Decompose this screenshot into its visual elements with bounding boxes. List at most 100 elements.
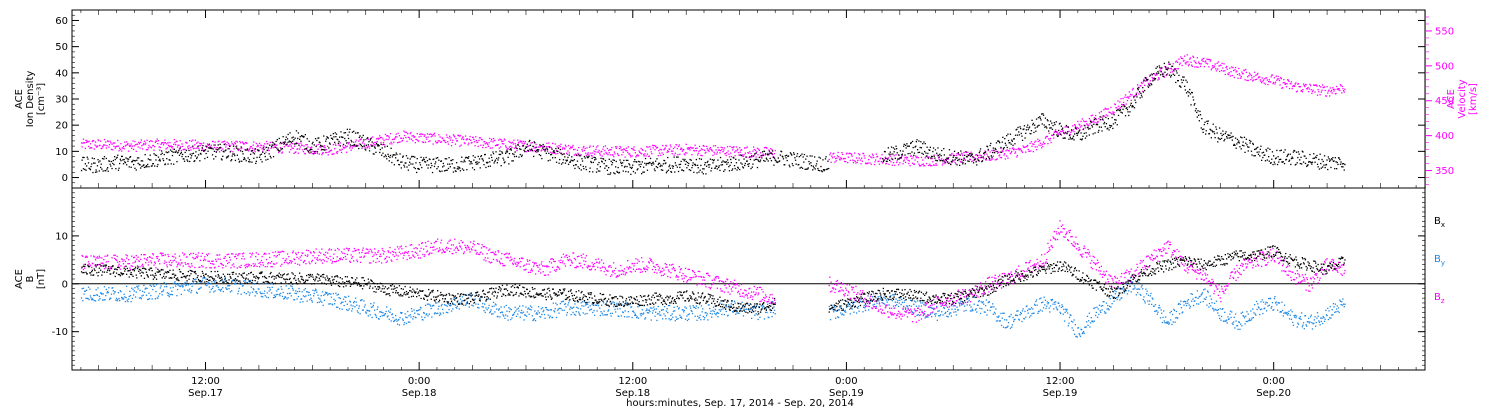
density-point (1015, 135, 1016, 136)
by-point (607, 314, 608, 315)
density-point (918, 152, 919, 153)
velocity-point (687, 148, 688, 149)
velocity-point (196, 143, 197, 144)
density-point (1240, 136, 1241, 137)
velocity-point (138, 142, 139, 143)
velocity-point (1304, 86, 1305, 87)
velocity-point (1227, 69, 1228, 70)
velocity-point (221, 142, 222, 143)
density-point (736, 162, 737, 163)
by-point (446, 312, 447, 313)
velocity-point (149, 141, 150, 142)
velocity-point (185, 149, 186, 150)
by-point (604, 314, 605, 315)
velocity-point (482, 139, 483, 140)
by-point (670, 319, 671, 320)
density-point (898, 154, 899, 155)
density-point (253, 158, 254, 159)
by-point (344, 305, 345, 306)
velocity-point (120, 143, 121, 144)
velocity-point (118, 146, 119, 147)
by-point (172, 294, 173, 295)
density-point (450, 166, 451, 167)
velocity-point (1043, 142, 1044, 143)
by-point (95, 300, 96, 301)
velocity-point (346, 152, 347, 153)
velocity-point (431, 136, 432, 137)
density-point (914, 153, 915, 154)
density-point (577, 161, 578, 162)
velocity-point (269, 150, 270, 151)
by-point (542, 307, 543, 308)
by-point (494, 311, 495, 312)
velocity-point (437, 142, 438, 143)
density-point (1193, 99, 1194, 100)
density-point (136, 169, 137, 170)
density-point (905, 145, 906, 146)
by-point (187, 290, 188, 291)
density-point (571, 160, 572, 161)
velocity-point (774, 153, 775, 154)
velocity-point (394, 139, 395, 140)
density-point (413, 167, 414, 168)
density-point (457, 168, 458, 169)
by-point (125, 297, 126, 298)
velocity-point (875, 159, 876, 160)
by-point (514, 312, 515, 313)
density-point (1173, 74, 1174, 75)
by-point (616, 304, 617, 305)
density-point (479, 158, 480, 159)
density-point (825, 158, 826, 159)
density-point (101, 169, 102, 170)
velocity-point (719, 152, 720, 153)
velocity-point (1077, 127, 1078, 128)
velocity-point (645, 150, 646, 151)
density-point (96, 171, 97, 172)
velocity-point (464, 143, 465, 144)
velocity-point (197, 147, 198, 148)
by-point (475, 303, 476, 304)
velocity-point (557, 146, 558, 147)
density-point (641, 173, 642, 174)
by-point (128, 298, 129, 299)
density-point (354, 145, 355, 146)
velocity-point (1320, 94, 1321, 95)
density-point (1094, 119, 1095, 120)
density-point (655, 161, 656, 162)
density-point (149, 159, 150, 160)
by-point (398, 319, 399, 320)
velocity-point (224, 141, 225, 142)
velocity-point (147, 149, 148, 150)
by-point (413, 309, 414, 310)
by-point (271, 292, 272, 293)
velocity-point (351, 145, 352, 146)
velocity-point (351, 150, 352, 151)
velocity-point (395, 136, 396, 137)
bfield-axis-title-line: ACE (14, 269, 25, 289)
velocity-point (1049, 140, 1050, 141)
velocity-point (145, 144, 146, 145)
velocity-point (418, 141, 419, 142)
density-point (682, 159, 683, 160)
velocity-point (508, 141, 509, 142)
velocity-point (1047, 143, 1048, 144)
velocity-point (1199, 63, 1200, 64)
by-point (379, 311, 380, 312)
density-point (1093, 133, 1094, 134)
velocity-point (709, 148, 710, 149)
density-point (282, 148, 283, 149)
density-point (537, 151, 538, 152)
velocity-point (842, 154, 843, 155)
velocity-point (452, 140, 453, 141)
density-point (508, 163, 509, 164)
density-point (367, 137, 368, 138)
density-point (926, 155, 927, 156)
velocity-point (1255, 75, 1256, 76)
velocity-point (578, 147, 579, 148)
velocity-point (1103, 109, 1104, 110)
density-point (716, 166, 717, 167)
velocity-point (1026, 146, 1027, 147)
density-point (321, 146, 322, 147)
velocity-point (399, 141, 400, 142)
density-point (916, 141, 917, 142)
